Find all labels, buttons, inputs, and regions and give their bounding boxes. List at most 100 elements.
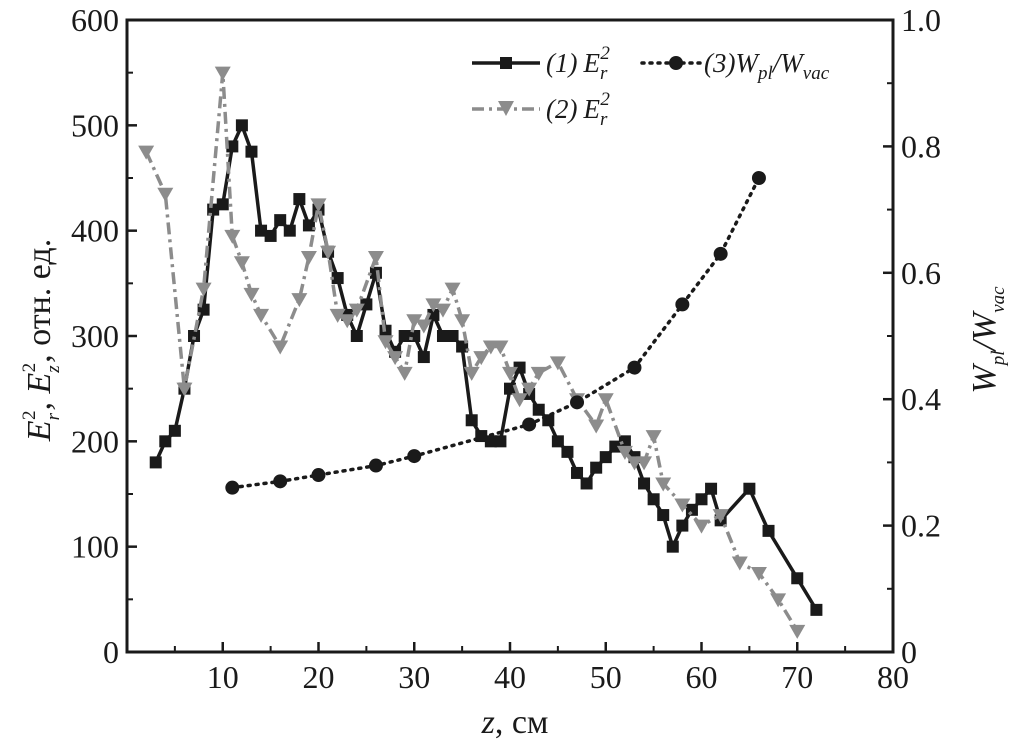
data-point-s2	[157, 187, 174, 202]
data-point-s1	[599, 451, 612, 464]
data-point-s2	[300, 251, 317, 265]
data-point-s2	[492, 340, 509, 355]
legend: (1) Er2 (3)Wpl/Wvac (2) Er2	[472, 43, 830, 130]
plot-border	[125, 18, 895, 654]
data-point-s3	[713, 246, 728, 261]
data-point-s2	[367, 251, 384, 265]
data-point-s3	[368, 458, 383, 473]
y-left-tick-label: 400	[71, 213, 119, 249]
data-point-s1	[580, 477, 593, 490]
data-point-s1	[551, 435, 564, 448]
series-line-s1	[154, 123, 818, 611]
data-point-s1	[408, 330, 421, 342]
plot-frame	[125, 18, 895, 654]
data-point-s2	[473, 351, 490, 366]
data-point-s1	[647, 493, 660, 506]
data-point-s2	[597, 393, 614, 408]
x-tick-label: 20	[303, 659, 335, 695]
y-left-tick-label: 600	[71, 2, 119, 38]
data-point-s1	[226, 140, 239, 153]
legend-item-1: (1) Er2	[472, 43, 610, 84]
data-point-s1	[609, 440, 622, 453]
series-s3	[225, 171, 766, 495]
data-point-s1	[465, 414, 478, 427]
data-point-s1	[484, 435, 497, 448]
data-point-s2	[693, 519, 710, 534]
legend-label-3: (3)Wpl/Wvac	[704, 48, 830, 84]
data-point-s2	[233, 256, 250, 271]
data-point-s2	[454, 314, 471, 329]
data-point-s2	[444, 282, 461, 297]
data-point-s1	[264, 229, 277, 242]
data-point-s1	[427, 308, 440, 321]
data-point-s2	[645, 430, 662, 445]
data-point-s2	[502, 366, 518, 381]
data-point-s1	[743, 482, 756, 495]
data-point-s1	[685, 503, 698, 516]
x-tick-label: 60	[686, 659, 718, 695]
legend-marker-3	[669, 56, 683, 70]
data-point-s1	[762, 524, 775, 537]
legend-marker-2	[498, 101, 514, 116]
data-point-s2	[224, 229, 241, 244]
data-point-s3	[407, 449, 422, 464]
data-point-s1	[216, 198, 229, 211]
data-point-s3	[225, 480, 240, 495]
data-point-s2	[789, 624, 806, 639]
data-point-s1	[590, 461, 603, 474]
data-point-s2	[291, 293, 308, 308]
data-point-s3	[311, 468, 326, 483]
y-left-axis-title: Er2, Ez2, отн. ед.	[19, 239, 64, 442]
data-point-s2	[655, 477, 672, 492]
data-point-s1	[618, 435, 631, 448]
y-right-tick-label: 0.4	[901, 381, 941, 417]
data-point-s2	[425, 298, 442, 313]
data-point-s1	[188, 330, 201, 342]
y-right-axis-title: Wpl/Wvac	[966, 286, 1009, 394]
data-point-s1	[532, 403, 545, 416]
data-point-s2	[549, 356, 566, 371]
data-point-s1	[571, 466, 584, 479]
x-axis-title: z, см	[481, 704, 549, 741]
data-point-s2	[434, 303, 451, 318]
y-right-tick-label: 0.2	[901, 508, 941, 544]
legend-item-3: (3)Wpl/Wvac	[640, 48, 830, 84]
data-point-s2	[406, 314, 423, 329]
y-left-tick-label: 500	[71, 107, 119, 143]
data-point-s1	[657, 509, 670, 522]
x-tick-label: 30	[398, 659, 430, 695]
data-point-s1	[417, 351, 430, 364]
data-point-s2	[415, 319, 432, 334]
x-tick-label: 50	[590, 659, 622, 695]
data-point-s1	[235, 119, 248, 132]
data-point-s1	[810, 603, 823, 616]
data-point-s2	[272, 340, 289, 355]
series-layer	[138, 66, 823, 639]
data-point-s1	[513, 361, 526, 374]
data-point-s2	[770, 593, 787, 608]
data-point-s1	[350, 330, 363, 342]
right-axis: 0 0.2 0.4 0.6 0.8 1.0	[883, 2, 941, 670]
left-axis: 0 100 200 300 400 500 600	[71, 2, 137, 670]
data-point-s2	[636, 456, 653, 471]
data-point-s1	[638, 477, 651, 490]
legend-label-2: (2) Er2	[546, 89, 610, 130]
y-left-tick-label: 200	[71, 423, 119, 459]
data-point-s3	[751, 171, 766, 185]
data-point-s1	[446, 330, 459, 342]
data-point-s2	[339, 314, 356, 329]
data-point-s1	[561, 445, 574, 458]
data-point-s2	[674, 498, 691, 513]
data-point-s1	[360, 298, 373, 311]
data-point-s2	[588, 419, 605, 434]
data-point-s2	[253, 308, 270, 323]
data-point-s3	[675, 297, 690, 312]
y-right-tick-label: 1.0	[901, 2, 941, 38]
data-point-s2	[521, 382, 538, 397]
x-tick-label: 80	[877, 659, 909, 695]
data-point-s2	[320, 245, 337, 260]
y-right-tick-label: 0	[901, 634, 917, 670]
data-point-s1	[676, 519, 689, 532]
data-point-s2	[214, 66, 231, 81]
data-point-s3	[627, 360, 642, 375]
